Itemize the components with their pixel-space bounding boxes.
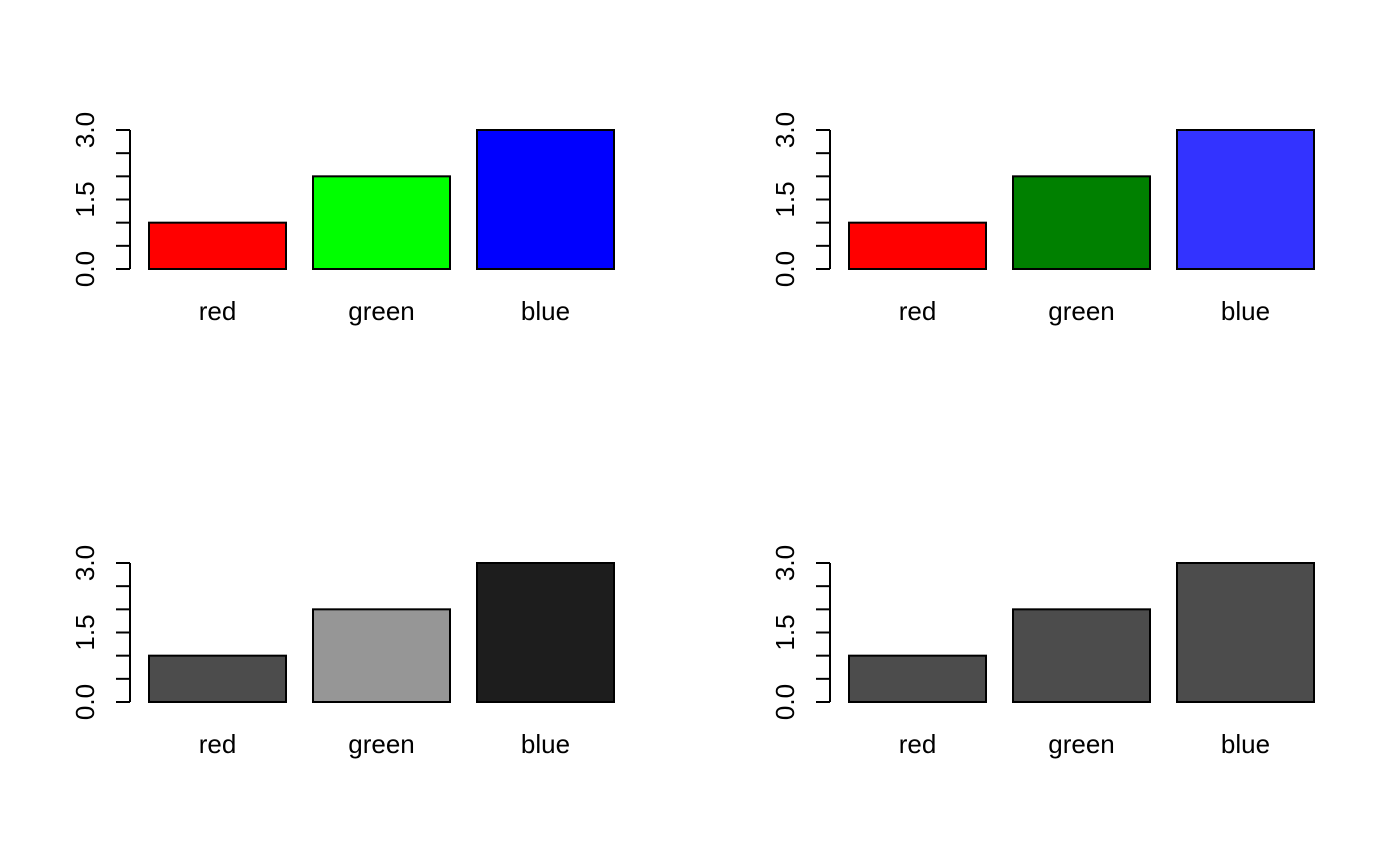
bar-green [312,608,451,703]
y-tick-label: 1.5 [770,614,800,650]
bar-chart-panel-4: 0.0 1.5 3.0 red green blue [770,545,1315,759]
y-tick-label: 0.0 [770,684,800,720]
bar-red [848,221,987,271]
y-tick-label: 0.0 [70,251,100,287]
bar-blue [476,562,615,703]
x-category-label: green [348,296,415,326]
bar-green [1012,175,1151,270]
x-category-label: red [199,296,237,326]
bar-blue [1176,562,1315,703]
bar-chart-panel-3: 0.0 1.5 3.0 red green blue [70,545,615,759]
bar-green [312,175,451,270]
x-category-label: blue [1221,729,1270,759]
x-category-label: blue [1221,296,1270,326]
y-tick-label: 3.0 [70,545,100,581]
y-tick-label: 1.5 [70,181,100,217]
bar-blue [476,129,615,270]
chart-panels: 0.0 1.5 3.0 red green blue 0.0 1.5 3.0 red green bl… [70,112,1315,759]
x-category-label: green [348,729,415,759]
y-tick-label: 1.5 [770,181,800,217]
y-tick-label: 3.0 [770,112,800,148]
bar-chart-panel-2: 0.0 1.5 3.0 red green blue [770,112,1315,326]
bar-red [148,654,287,704]
x-category-label: blue [521,296,570,326]
bar-chart-panel-1: 0.0 1.5 3.0 red green blue [70,112,615,326]
bar-blue [1176,129,1315,270]
x-category-label: red [899,729,937,759]
bar-green [1012,608,1151,703]
x-category-label: red [899,296,937,326]
x-category-label: green [1048,296,1115,326]
y-tick-label: 3.0 [770,545,800,581]
bar-red [848,654,987,704]
y-tick-label: 0.0 [70,684,100,720]
bar-red [148,221,287,271]
y-tick-label: 1.5 [70,614,100,650]
x-category-label: red [199,729,237,759]
y-tick-label: 3.0 [70,112,100,148]
x-category-label: green [1048,729,1115,759]
y-tick-label: 0.0 [770,251,800,287]
x-category-label: blue [521,729,570,759]
